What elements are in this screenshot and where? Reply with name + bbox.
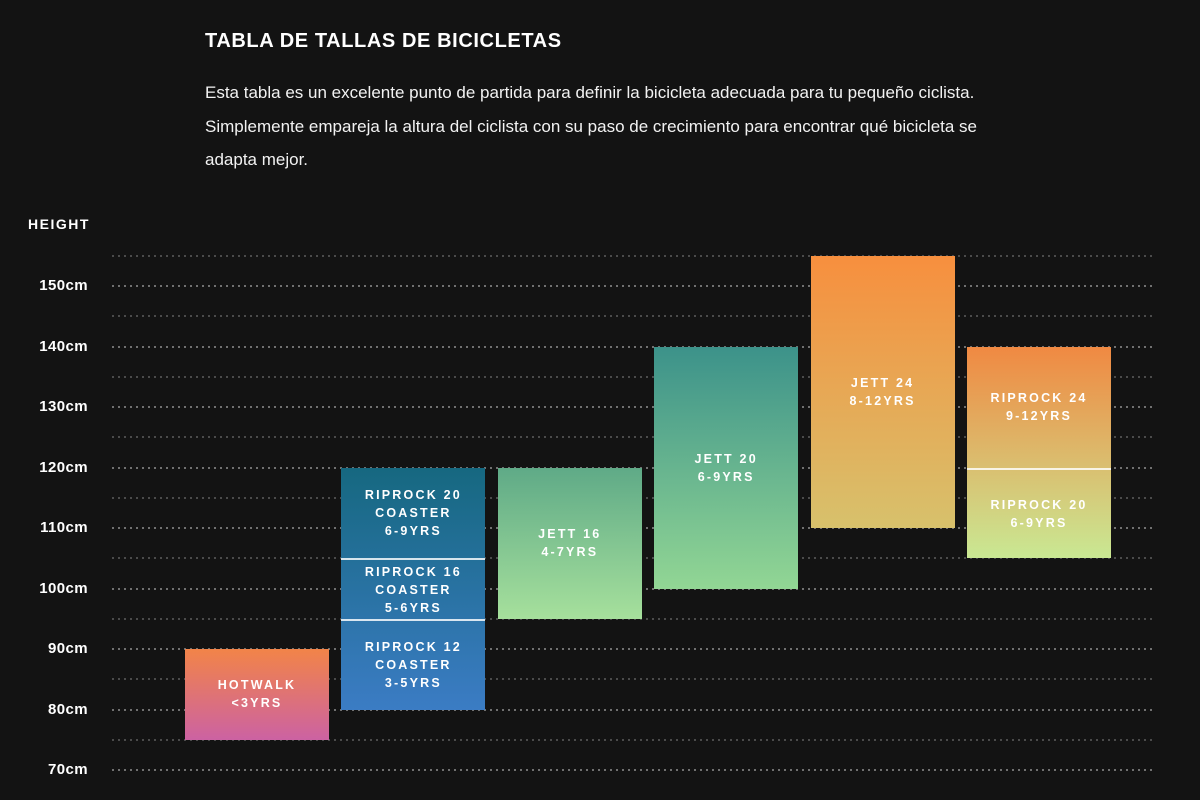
gridline-135cm <box>112 375 1152 378</box>
segment-label: RIPROCK 16 COASTER 5-6yrs <box>364 564 462 615</box>
gridline-85cm <box>112 678 1152 681</box>
gridline-75cm <box>112 738 1152 741</box>
segment-label: RIPROCK 20 6-9yrs <box>990 497 1088 530</box>
gridline-80cm <box>112 708 1152 711</box>
segment-label: JETT 20 6-9yrs <box>694 451 758 484</box>
gridline-95cm <box>112 617 1152 620</box>
gridline-145cm <box>112 315 1152 318</box>
ytick-130cm: 130cm <box>39 398 88 415</box>
size-chart: 150cm 140cm 130cm 120cm 110cm 100cm 90cm 80cm 70… <box>0 240 1200 800</box>
ytick-120cm: 120cm <box>39 458 88 476</box>
ytick-110cm: 110cm <box>40 519 88 536</box>
chart-bar-jett-16: JETT 16 4-7yrs <box>497 467 642 619</box>
chart-segment-hotwalk: HOTWALK <3yrs <box>185 649 329 740</box>
gridline-130cm <box>112 406 1152 408</box>
page-title: TABLA DE TALLAS DE BICICLETAS <box>205 30 562 52</box>
segment-label: HOTWALK <3yrs <box>217 678 297 711</box>
chart-bar-hotwalk: HOTWALK <3yrs <box>185 649 329 740</box>
chart-segment-jett-20: JETT 20 6-9yrs <box>654 347 798 589</box>
gridline-90cm <box>112 648 1152 650</box>
segment-label: RIPROCK 24 9-12yrs <box>990 391 1088 423</box>
gridline-70cm <box>112 769 1152 771</box>
chart-bar-jett-20: JETT 20 6-9yrs <box>654 346 799 589</box>
gridline-140cm <box>112 345 1152 348</box>
ytick-80cm: 80cm <box>48 700 88 718</box>
chart-segment-jett-16: JETT 16 4-7yrs <box>498 468 642 619</box>
chart-segment-riprock-16-coaster: RIPROCK 16 COASTER 5-6yrs <box>341 558 486 619</box>
chart-segment-riprock-20-coaster: RIPROCK 20 COASTER 6-9yrs <box>341 468 485 559</box>
chart-segment-riprock-20: RIPROCK 20 6-9yrs <box>967 467 1111 559</box>
gridline-155cm <box>112 254 1152 257</box>
chart-segment-riprock-24: RIPROCK 24 9-12yrs <box>967 347 1111 468</box>
ytick-90cm: 90cm <box>48 640 88 657</box>
chart-segment-riprock-12-coaster: RIPROCK 12 COASTER 3-5yrs <box>341 618 486 710</box>
ytick-140cm: 140cm <box>39 337 88 355</box>
gridline-125cm <box>112 436 1152 439</box>
ytick-100cm: 100cm <box>39 579 88 597</box>
chart-segment-jett-24: JETT 24 8-12yrs <box>811 256 955 528</box>
segment-label: JETT 24 8-12yrs <box>849 375 916 408</box>
segment-label: RIPROCK 20 COASTER 6-9yrs <box>364 487 462 538</box>
ytick-70cm: 70cm <box>48 761 88 778</box>
y-axis-title: HEIGHT <box>28 216 90 232</box>
page-description: Esta tabla es un excelente punto de part… <box>205 83 978 169</box>
segment-label: RIPROCK 12 COASTER 3-5yrs <box>364 640 462 691</box>
segment-label: JETT 16 4-7yrs <box>538 527 602 560</box>
chart-bar-jett-24: JETT 24 8-12yrs <box>810 255 955 528</box>
chart-bar-riprock-coaster-stack: RIPROCK 20 COASTER 6-9yrs RIPROCK 16 COASTER… <box>341 467 486 710</box>
ytick-150cm: 150cm <box>39 277 88 294</box>
chart-bar-riprock-stack: RIPROCK 24 9-12yrs RIPROCK 20 6-9yrs <box>967 346 1111 559</box>
gridline-150cm <box>112 285 1152 287</box>
